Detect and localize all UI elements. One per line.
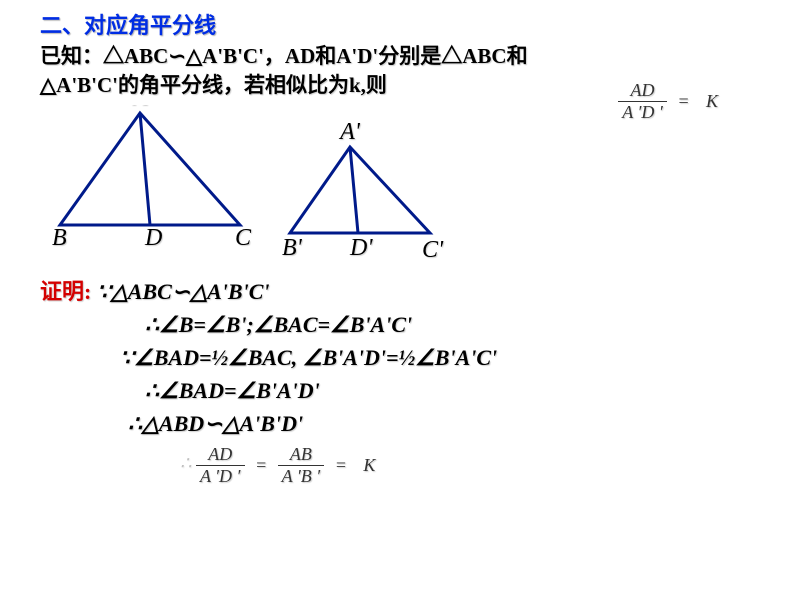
proof-line-3: ∵∠BAD=½∠BAC, ∠B'A'D'=½∠B'A'C' bbox=[120, 341, 754, 374]
label-b: B bbox=[52, 225, 67, 251]
final-f2-den: A ′B ′ bbox=[278, 466, 325, 487]
proof-block: 证明: ∵△ABC∽△A'B'C' ∴∠B=∠B';∠BAC=∠B'A'C' ∵… bbox=[40, 275, 754, 440]
final-f2-num: AB bbox=[278, 444, 325, 466]
proof-line-1: ∵△ABC∽△A'B'C' bbox=[97, 279, 270, 304]
final-f1-num: AD bbox=[196, 444, 245, 466]
diagrams-area: A B C D A' B' C' D' bbox=[40, 105, 754, 265]
label-cprime: C' bbox=[422, 237, 444, 263]
given-line-2: △A'B'C'的角平分线，若相似比为k,则 bbox=[40, 73, 387, 97]
final-f1-den: A ′D ′ bbox=[196, 466, 245, 487]
label-c: C bbox=[235, 225, 252, 251]
label-aprime: A' bbox=[338, 123, 361, 145]
proof-line-2: ∴∠B=∠B';∠BAC=∠B'A'C' bbox=[145, 308, 754, 341]
label-dprime: D' bbox=[349, 235, 373, 261]
final-ratio: ∴ AD A ′D ′ = AB A ′B ′ = K bbox=[180, 444, 754, 487]
proof-label: 证明: bbox=[40, 279, 91, 304]
final-eq2: = bbox=[329, 455, 353, 475]
final-eq1: = bbox=[249, 455, 273, 475]
ratio1-num: AD bbox=[618, 80, 667, 102]
bisector-aprime-dprime bbox=[350, 147, 358, 233]
label-d: D bbox=[144, 225, 162, 251]
label-bprime: B' bbox=[282, 235, 303, 261]
final-prefix: ∴ bbox=[180, 453, 191, 473]
triangle-abc: A B C D bbox=[40, 105, 280, 265]
final-rhs: K bbox=[357, 455, 381, 475]
bisector-ad bbox=[140, 113, 150, 225]
proof-line-4: ∴∠BAD=∠B'A'D' bbox=[145, 374, 754, 407]
label-a: A bbox=[131, 105, 148, 111]
triangle-aprime-shape bbox=[290, 147, 430, 233]
proof-line-5: ∴△ABD∽△A'B'D' bbox=[128, 407, 754, 440]
section-title: 二、对应角平分线 bbox=[40, 8, 754, 40]
triangle-aprime: A' B' C' D' bbox=[280, 123, 480, 283]
given-line-1: 已知：△ABC∽△A'B'C'，AD和A'D'分别是△ABC和 bbox=[40, 44, 528, 68]
